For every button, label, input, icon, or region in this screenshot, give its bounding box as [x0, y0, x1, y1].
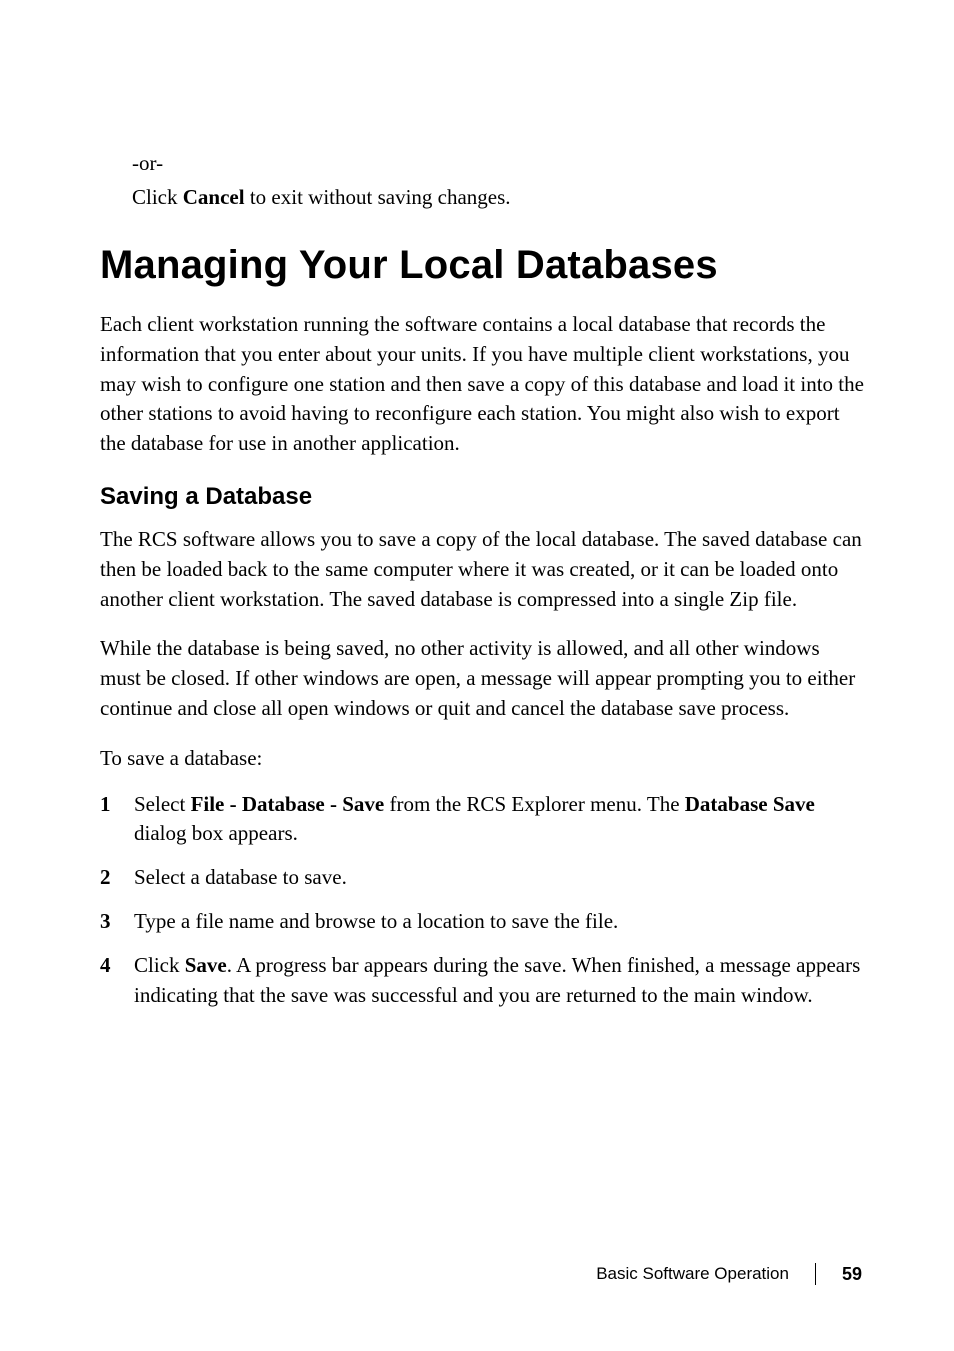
heading-managing-local-databases: Managing Your Local Databases: [100, 243, 864, 288]
step-4: Click Save. A progress bar appears durin…: [100, 951, 864, 1011]
page-footer: Basic Software Operation 59: [596, 1263, 862, 1285]
paragraph-rcs-save-copy: The RCS software allows you to save a co…: [100, 525, 864, 614]
step-2: Select a database to save.: [100, 863, 864, 893]
lead-to-save: To save a database:: [100, 744, 864, 774]
step-1-e: dialog box appears.: [134, 821, 298, 845]
heading-saving-a-database: Saving a Database: [100, 483, 864, 511]
footer-page-number: 59: [842, 1264, 862, 1285]
cancel-prefix: Click: [132, 185, 183, 209]
step-1: Select File - Database - Save from the R…: [100, 790, 864, 850]
intro-paragraph: Each client workstation running the soft…: [100, 310, 864, 459]
paragraph-while-saving: While the database is being saved, no ot…: [100, 634, 864, 723]
step-1-a: Select: [134, 792, 191, 816]
cancel-suffix: to exit without saving changes.: [245, 185, 511, 209]
step-4-c: . A progress bar appears during the save…: [134, 953, 860, 1007]
step-4-b: Save: [185, 953, 227, 977]
steps-list: Select File - Database - Save from the R…: [100, 790, 864, 1011]
step-1-b: File - Database - Save: [191, 792, 385, 816]
footer-separator: [815, 1263, 816, 1285]
cancel-bold: Cancel: [183, 185, 245, 209]
cancel-line: Click Cancel to exit without saving chan…: [132, 182, 864, 212]
footer-section: Basic Software Operation: [596, 1264, 789, 1284]
step-1-d: Database Save: [685, 792, 815, 816]
page: -or- Click Cancel to exit without saving…: [0, 0, 954, 1351]
step-3: Type a file name and browse to a locatio…: [100, 907, 864, 937]
step-4-a: Click: [134, 953, 185, 977]
step-1-c: from the RCS Explorer menu. The: [384, 792, 685, 816]
or-text: -or-: [132, 148, 864, 178]
